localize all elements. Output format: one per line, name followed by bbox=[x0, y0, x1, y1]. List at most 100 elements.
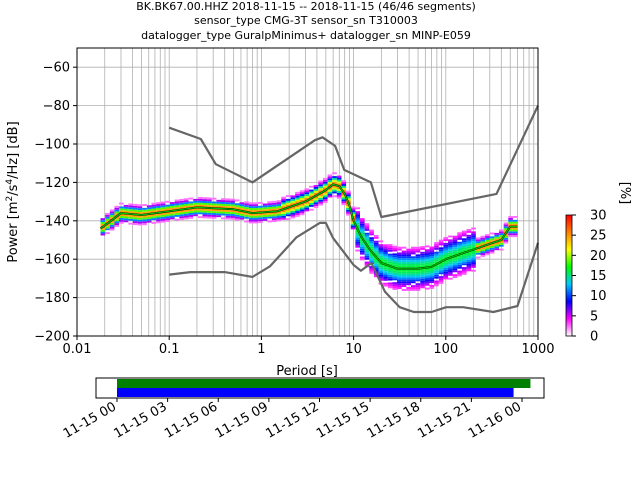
histogram-cell bbox=[170, 204, 175, 206]
histogram-cell bbox=[480, 239, 486, 242]
histogram-cell bbox=[461, 263, 467, 266]
histogram-cell bbox=[475, 243, 481, 246]
histogram-cell bbox=[383, 265, 388, 268]
histogram-cell bbox=[142, 204, 147, 206]
histogram-cell bbox=[503, 239, 509, 242]
histogram-cell bbox=[364, 223, 370, 226]
histogram-cell bbox=[452, 274, 458, 277]
histogram-cell bbox=[211, 214, 217, 217]
histogram-cell bbox=[448, 271, 453, 274]
histogram-cell bbox=[508, 233, 513, 236]
histogram-cell bbox=[489, 249, 495, 252]
histogram-cell bbox=[225, 211, 231, 214]
histogram-cell bbox=[512, 223, 518, 226]
histogram-cell bbox=[295, 197, 300, 200]
histogram-cell bbox=[295, 207, 300, 210]
ppsd-histogram bbox=[100, 172, 518, 291]
histogram-cell bbox=[369, 237, 374, 240]
histogram-cell bbox=[132, 221, 138, 224]
timeline-tick-label: 11-16 00 bbox=[466, 399, 524, 441]
histogram-cell bbox=[438, 272, 444, 275]
histogram-cell bbox=[503, 241, 509, 244]
histogram-cell bbox=[461, 244, 467, 246]
histogram-cell bbox=[183, 211, 189, 214]
x-axis-label: Period [s] bbox=[276, 364, 338, 379]
histogram-cell bbox=[443, 269, 449, 272]
histogram-cell bbox=[281, 210, 286, 213]
histogram-cell bbox=[401, 285, 407, 288]
histogram-cell bbox=[434, 280, 439, 283]
histogram-cell bbox=[360, 231, 365, 234]
histogram-cell bbox=[114, 217, 120, 220]
histogram-cell bbox=[397, 264, 402, 266]
y-tick-label: −140 bbox=[34, 214, 70, 229]
histogram-cell bbox=[336, 179, 342, 182]
histogram-cell bbox=[327, 191, 333, 194]
histogram-cell bbox=[480, 253, 486, 255]
histogram-cell bbox=[253, 221, 259, 224]
histogram-cell bbox=[234, 218, 240, 221]
histogram-cell bbox=[295, 214, 300, 217]
histogram-cell bbox=[397, 258, 402, 261]
histogram-cell bbox=[221, 211, 226, 214]
histogram-cell bbox=[406, 262, 411, 264]
histogram-cell bbox=[401, 258, 407, 261]
histogram-cell bbox=[383, 255, 388, 258]
histogram-cell bbox=[225, 213, 231, 216]
histogram-cell bbox=[313, 204, 319, 207]
histogram-cell bbox=[128, 222, 133, 225]
histogram-cell bbox=[332, 187, 337, 190]
histogram-cell bbox=[466, 236, 472, 239]
histogram-cell bbox=[100, 218, 106, 221]
histogram-cell bbox=[160, 203, 166, 206]
histogram-cell bbox=[420, 251, 425, 254]
x-tick-label: 0.1 bbox=[159, 342, 180, 357]
y-tick-label: −60 bbox=[43, 61, 70, 76]
histogram-cell bbox=[410, 285, 416, 288]
histogram-cell bbox=[461, 240, 467, 243]
histogram-cell bbox=[392, 278, 398, 281]
histogram-cell bbox=[438, 251, 444, 254]
histogram-cell bbox=[406, 254, 411, 257]
histogram-cell bbox=[360, 218, 365, 221]
histogram-cell bbox=[457, 237, 462, 240]
histogram-cell bbox=[332, 185, 337, 188]
histogram-cell bbox=[318, 193, 323, 196]
histogram-cell bbox=[471, 242, 476, 245]
histogram-cell bbox=[448, 262, 453, 265]
histogram-cell bbox=[373, 240, 379, 243]
histogram-cell bbox=[406, 258, 411, 261]
histogram-cell bbox=[267, 212, 272, 215]
histogram-cell bbox=[378, 240, 384, 243]
histogram-cell bbox=[406, 250, 411, 253]
histogram-cell bbox=[174, 203, 180, 206]
histogram-cell bbox=[332, 176, 337, 179]
histogram-cell bbox=[471, 240, 476, 243]
histogram-cell bbox=[410, 256, 416, 259]
histogram-cell bbox=[285, 198, 291, 201]
histogram-cell bbox=[197, 210, 203, 213]
histogram-cell bbox=[471, 250, 476, 253]
histogram-cell bbox=[438, 247, 444, 250]
histogram-cell bbox=[452, 247, 458, 250]
histogram-cell bbox=[309, 199, 314, 202]
histogram-cell bbox=[466, 261, 472, 264]
histogram-cell bbox=[114, 207, 120, 210]
histogram-cell bbox=[234, 212, 240, 215]
histogram-cell bbox=[415, 264, 421, 266]
histogram-cell bbox=[211, 201, 217, 204]
histogram-cell bbox=[295, 199, 300, 202]
histogram-cell bbox=[364, 238, 370, 241]
histogram-cell bbox=[183, 209, 189, 212]
histogram-cell bbox=[508, 231, 513, 234]
histogram-cell bbox=[406, 271, 411, 274]
histogram-cell bbox=[285, 218, 291, 221]
histogram-cell bbox=[387, 255, 393, 258]
histogram-cell bbox=[401, 246, 407, 249]
histogram-cell bbox=[350, 227, 356, 230]
histogram-cell bbox=[276, 211, 282, 214]
histogram-cell bbox=[346, 190, 351, 193]
histogram-cell bbox=[313, 202, 319, 205]
histogram-cell bbox=[438, 270, 444, 273]
histogram-cell bbox=[443, 267, 449, 270]
